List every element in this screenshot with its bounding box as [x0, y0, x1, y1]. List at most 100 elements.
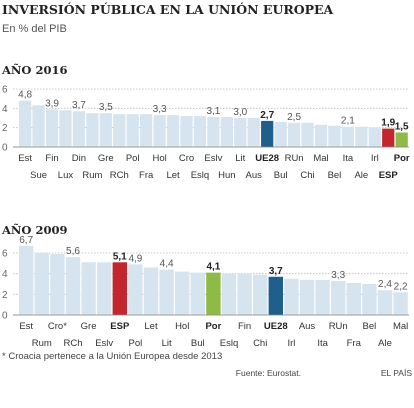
category-label-aus: Aus: [246, 170, 263, 181]
category-label-eslq: Eslq: [191, 170, 209, 181]
data-label-rch: 5,6: [66, 246, 80, 257]
category-label-sue: Sue: [30, 170, 47, 181]
chart-subtitle: En % del PIB: [2, 23, 67, 35]
data-label-fin: 3,9: [45, 98, 59, 109]
bar-gre: [99, 113, 112, 147]
data-label-din: 3,7: [72, 100, 86, 111]
y-tick-label: 0: [2, 311, 8, 322]
category-label-rum: Rum: [32, 338, 52, 349]
bar-fra: [346, 282, 361, 315]
bar-hun: [220, 117, 233, 147]
category-label-lit: Lit: [162, 338, 172, 349]
category-label-fra: Fra: [139, 170, 154, 181]
category-label-irl: Irl: [371, 153, 379, 164]
category-label-bul: Bul: [274, 170, 288, 181]
bar-hol: [153, 115, 166, 147]
bar-cro: [50, 254, 65, 315]
category-label-esp: ESP: [110, 321, 130, 332]
bar-aus: [247, 118, 260, 147]
category-label-bul: Bul: [191, 338, 205, 349]
category-label-mal: Mal: [313, 153, 328, 164]
category-label-est: Est: [18, 153, 32, 164]
category-label-fin: Fin: [238, 321, 251, 332]
bar-rch: [113, 114, 126, 147]
category-label-bel: Bel: [328, 170, 342, 181]
bar-eslq: [221, 273, 237, 315]
category-label-lux: Lux: [58, 170, 74, 181]
data-label-por: 4,1: [206, 262, 220, 273]
category-label-ita: Ita: [343, 153, 354, 164]
y-tick-label: 4: [2, 104, 8, 115]
bar-eslv: [97, 262, 112, 315]
category-label-let: Let: [166, 170, 180, 181]
category-label-eslv: Eslv: [204, 153, 222, 164]
source-credit: Fuente: Eurostat.: [236, 368, 301, 378]
bar-pol: [126, 114, 139, 147]
bar-din: [72, 111, 86, 147]
category-label-run: RUn: [329, 321, 348, 332]
data-label-gre: 3,5: [99, 102, 113, 113]
category-label-gre: Gre: [81, 321, 97, 332]
bar-ale: [377, 290, 393, 315]
category-label-hol: Hol: [152, 153, 166, 164]
y-tick-label: 2: [2, 290, 8, 301]
bar-chi: [301, 122, 314, 147]
bar-bel: [362, 284, 377, 315]
bar-bul: [274, 121, 287, 147]
category-label-rum: Rum: [82, 170, 102, 181]
category-label-hun: Hun: [218, 170, 235, 181]
category-label-eslq: Eslq: [220, 338, 238, 349]
category-label-por: Por: [394, 153, 410, 164]
category-label-eslv: Eslv: [95, 338, 113, 349]
bar-ue28: [261, 120, 274, 147]
category-label-cro: Cro*: [48, 321, 67, 332]
data-label-lit: 3,0: [233, 107, 247, 118]
bar-chi: [253, 274, 268, 315]
category-label-pol: Pol: [129, 338, 143, 349]
data-label-est: 6,7: [19, 235, 33, 246]
data-label-ita: 2,1: [341, 116, 355, 127]
bar-aus: [299, 279, 315, 315]
bar-rch: [65, 257, 81, 315]
bar-mal: [393, 292, 408, 315]
category-label-por: Por: [205, 321, 221, 332]
data-label-run: 2,5: [287, 112, 301, 123]
category-label-ue28: UE28: [264, 321, 288, 332]
bar-run: [331, 280, 346, 315]
data-label-esp: 5,1: [113, 251, 127, 262]
bar-pol: [128, 264, 143, 315]
bar-ita: [315, 279, 330, 315]
category-label-est: Est: [19, 321, 33, 332]
y-tick-label: 6: [2, 249, 8, 260]
category-label-aus: Aus: [299, 321, 316, 332]
category-label-hol: Hol: [175, 321, 189, 332]
category-label-ale: Ale: [354, 170, 368, 181]
category-label-fin: Fin: [45, 153, 58, 164]
data-label-lit: 4,4: [160, 259, 174, 270]
bar-ue28: [268, 276, 283, 315]
category-label-fra: Fra: [347, 338, 362, 349]
category-label-irl: Irl: [287, 338, 295, 349]
bar-bel: [328, 125, 341, 147]
bar-por: [395, 132, 408, 147]
category-label-chi: Chi: [253, 338, 267, 349]
category-label-ue28: UE28: [255, 153, 279, 164]
y-tick-label: 6: [2, 85, 8, 96]
data-label-mal: 2,2: [394, 281, 408, 292]
bar-ale: [355, 126, 368, 147]
bar-lit: [234, 118, 247, 147]
category-label-pol: Pol: [126, 153, 140, 164]
data-label-ue28: 2,7: [260, 110, 274, 121]
bar-lux: [59, 110, 72, 147]
bar-ita: [341, 126, 355, 147]
data-label-run: 3,3: [331, 270, 345, 281]
y-tick-label: 0: [2, 143, 8, 154]
panel-2009: AÑO 2009 0 2 4 6 6,7 5,6 5,1 4,9 4,4 4,1 3,7 3,3 2,4…: [1, 223, 409, 349]
bar-lit: [159, 269, 174, 315]
category-label-ale: Ale: [378, 338, 392, 349]
bar-est: [19, 100, 32, 147]
footnote: * Croacia pertenece a la Unión Europea d…: [2, 351, 222, 362]
bar-est: [19, 245, 34, 315]
bar-eslv: [207, 117, 220, 147]
